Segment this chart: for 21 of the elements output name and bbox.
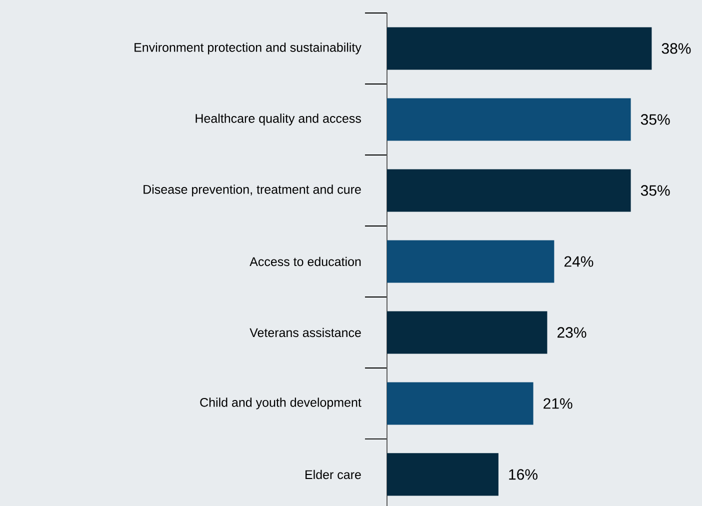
data-label: 23% — [558, 327, 586, 338]
bar — [387, 27, 652, 70]
data-label: 21% — [544, 398, 572, 409]
data-label: 35% — [640, 185, 670, 196]
bar — [387, 98, 631, 141]
data-label: 24% — [564, 256, 594, 267]
y-tick-label: Veterans assistance — [250, 328, 361, 338]
y-tick-label: Healthcare quality and access — [196, 114, 361, 126]
data-label: 16% — [509, 469, 538, 480]
data-label: 35% — [640, 114, 670, 125]
bar — [387, 240, 554, 283]
y-tick-label: Elder care — [306, 470, 361, 480]
bar — [387, 453, 498, 496]
y-tick-label: Disease prevention, treatment and cure — [144, 184, 361, 196]
bar — [387, 169, 631, 212]
y-tick-label: Child and youth development — [200, 398, 362, 410]
data-label: 38% — [662, 43, 691, 54]
bar — [387, 382, 534, 425]
y-tick-label: Access to education — [250, 256, 361, 266]
bar — [387, 311, 548, 354]
y-tick-label: Environment protection and sustainability — [134, 42, 362, 54]
